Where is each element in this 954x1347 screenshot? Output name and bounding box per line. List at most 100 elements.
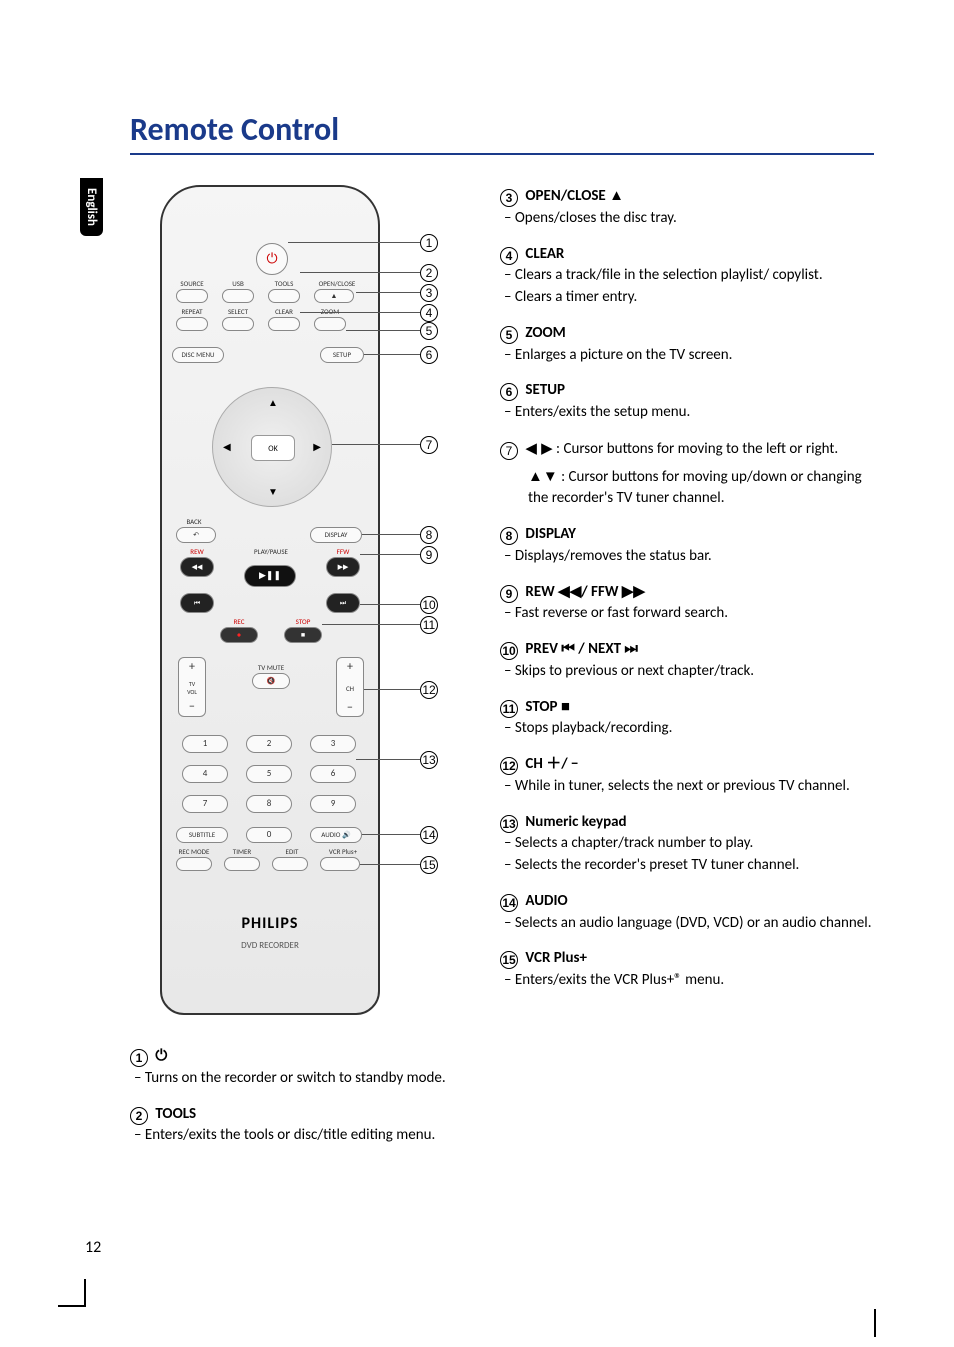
label: TV MUTE [248,663,294,672]
btn [224,857,260,871]
btn: ⏮ [180,593,214,613]
label: REC [224,617,254,626]
label: EDIT [272,847,312,856]
btn [272,857,308,871]
right-item-list: 3 OPEN/CLOSE ▲Opens/closes the disc tray… [500,185,874,1161]
description-item: 9 REW ◀◀/ FFW ▶▶Fast reverse or fast for… [500,582,874,626]
label: OPEN/CLOSE [312,279,362,288]
description-item: 11 STOP ■Stops playback/recording. [500,697,874,741]
callout-10: 10 [420,596,438,614]
item-description: Selects a chapter/track number to play. [500,833,874,855]
ok-button-graphic: OK [251,435,295,461]
description-item: 8 DISPLAYDisplays/removes the status bar… [500,524,874,568]
callout-13: 13 [420,751,438,769]
description-item: 4 CLEARClears a track/file in the select… [500,244,874,309]
item-description: Stops playback/recording. [500,718,874,740]
item-description: While in tuner, selects the next or prev… [500,776,874,798]
btn: 🔇 [252,673,290,689]
btn: 3 [310,735,356,753]
description-item: 15 VCR Plus+Enters/exits the VCR Plus+® … [500,948,874,992]
language-tab: English [80,178,103,236]
description-item: 2 TOOLSEnters/exits the tools or disc/ti… [130,1104,470,1148]
btn [314,317,346,331]
callout-3: 3 [420,284,438,302]
item-description: Enlarges a picture on the TV screen. [500,345,874,367]
item-description: Turns on the recorder or switch to stand… [130,1068,470,1090]
label: STOP [288,617,318,626]
item-description: Fast reverse or fast forward search. [500,603,874,625]
remote-diagram: ⏻ SOURCE USB TOOLS OPEN/CLOSE ▲ REPEAT S… [160,185,440,1015]
label: REW [182,547,212,556]
btn: DISPLAY [310,527,362,543]
description-item: 6 SETUPEnters/exits the setup menu. [500,380,874,424]
description-item: 10 PREV ⏮ / NEXT ⏭Skips to previous or n… [500,639,874,683]
label: SELECT [220,307,256,316]
callout-1: 1 [420,234,438,252]
btn: DISC MENU [172,347,224,363]
label: SOURCE [174,279,210,288]
callout-4: 4 [420,304,438,322]
btn: 0 [246,827,292,843]
btn [222,289,254,303]
callout-5: 5 [420,322,438,340]
item-description: Opens/closes the disc tray. [500,208,874,230]
item-description: Enters/exits the tools or disc/title edi… [130,1125,470,1147]
callout-9: 9 [420,546,438,564]
btn: 1 [182,735,228,753]
btn [268,289,300,303]
btn: ● [220,627,258,643]
left-item-list: 1 ⏻Turns on the recorder or switch to st… [130,1045,470,1147]
btn [176,857,212,871]
btn [222,317,254,331]
callout-2: 2 [420,264,438,282]
btn [320,857,360,871]
btn: + TV VOL − [178,657,206,717]
btn [176,289,208,303]
crop-mark [84,1279,86,1307]
brand-label: PHILIPS [162,914,378,933]
callout-12: 12 [420,681,438,699]
sub-brand-label: DVD RECORDER [162,940,378,951]
btn: 9 [310,795,356,813]
callout-7: 7 [420,436,438,454]
label: FFW [328,547,358,556]
btn: 8 [246,795,292,813]
power-button-graphic: ⏻ [256,243,288,275]
item-description: Selects an audio language (DVD, VCD) or … [500,913,874,935]
callout-15: 15 [420,856,438,874]
crop-mark [874,1309,876,1337]
description-item: 5 ZOOMEnlarges a picture on the TV scree… [500,323,874,367]
btn: ■ [284,627,322,643]
btn [176,317,208,331]
btn: 6 [310,765,356,783]
description-item: 1 ⏻Turns on the recorder or switch to st… [130,1045,470,1090]
item-description: ▲▼ : Cursor buttons for moving up/down o… [500,467,874,511]
btn: 4 [182,765,228,783]
description-item: 12 CH ＋/ −While in tuner, selects the ne… [500,754,874,798]
callout-6: 6 [420,346,438,364]
btn: AUDIO 🔊 [310,827,362,843]
description-item: 7 ◀ ▶ : Cursor buttons for moving to the… [500,438,874,510]
item-description: Selects the recorder's preset TV tuner c… [500,855,874,877]
item-description: Displays/removes the status bar. [500,546,874,568]
label: USB [220,279,256,288]
btn: ▶▶ [326,557,360,577]
item-description: Skips to previous or next chapter/track. [500,661,874,683]
btn: 5 [246,765,292,783]
page-title: Remote Control [130,110,874,155]
crop-mark [58,1305,86,1307]
btn [268,317,300,331]
nav-pad: ▲ ▼ ◀ ▶ OK [212,387,332,507]
item-description: Enters/exits the setup menu. [500,402,874,424]
label: PLAY/PAUSE [248,547,294,556]
btn: SETUP [320,347,364,363]
btn: ▶❚❚ [244,565,296,587]
btn: SUBTITLE [176,827,228,843]
btn: 7 [182,795,228,813]
label: CLEAR [266,307,302,316]
btn: 2 [246,735,292,753]
label: TOOLS [266,279,302,288]
label: TIMER [222,847,262,856]
btn: ⏭ [326,593,360,613]
description-item: 14 AUDIOSelects an audio language (DVD, … [500,891,874,935]
